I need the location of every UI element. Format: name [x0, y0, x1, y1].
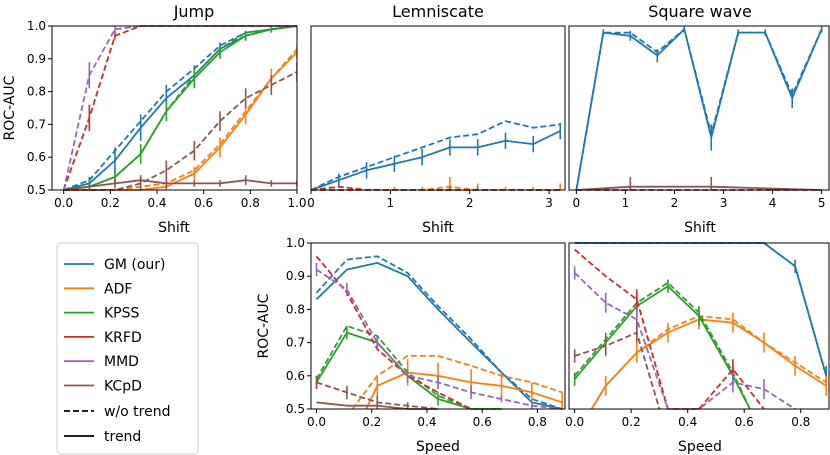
panel-jump: Jump 0.0 0.2 0.4 0.6 0.8 1.0 0.5 0.6 0.7 0.8 0.9 1.… — [2, 2, 307, 236]
square_wave-gm-solid-line — [575, 28, 823, 191]
jump-gm-dashed-line — [63, 25, 297, 191]
square_wave-kcpd-solid-line — [576, 185, 822, 191]
lemniscate-xtick-label: 2 — [466, 196, 474, 210]
legend-label-kcpd: KCpD — [104, 379, 142, 395]
panel-speed-1: 0.0 0.2 0.4 0.6 0.80.50.60.70.80.91.0 Speed … — [256, 236, 566, 455]
jump-mmd-dashed-line — [62, 25, 297, 191]
panel-square-wave-frame — [568, 25, 830, 191]
jump-kpss-solid-line — [63, 25, 297, 191]
square_wave-xtick-label: 2 — [671, 196, 679, 210]
jump-kcpd-solid-line — [63, 179, 297, 191]
panel-lemniscate: Lemniscate 0 1 2 3 Shift — [307, 2, 566, 236]
lemniscate-gm-dashed-line — [311, 120, 561, 191]
panel-jump-frame — [51, 25, 298, 191]
speed_1-gm-dashed-line — [315, 255, 563, 410]
panel-jump-xlabel: Shift — [158, 220, 190, 236]
speed_2-xtick-label: 0.8 — [791, 415, 810, 429]
lemniscate-xtick-label: 3 — [545, 196, 553, 210]
speed_2-xtick-label: 0.2 — [622, 415, 641, 429]
panel-speed-1-frame — [310, 242, 566, 410]
legend-label-adf: ADF — [104, 281, 132, 297]
speed_2-mmd-dashed-line — [574, 272, 796, 410]
square_wave-xtick-label: 0 — [573, 196, 581, 210]
legend-label-mmd: MMD — [104, 354, 139, 370]
jump-ytick-label: 0.6 — [27, 150, 46, 164]
speed_1-mmd-dashed-line — [316, 268, 563, 410]
panel-lemniscate-title: Lemniscate — [392, 2, 484, 21]
jump-ytick-label: 0.9 — [27, 52, 46, 66]
panel-speed-2: 0.0 0.2 0.4 0.6 0.8 Speed — [565, 242, 830, 455]
jump-ytick-label: 0.7 — [27, 117, 46, 131]
square_wave-xtick-label: 4 — [769, 196, 777, 210]
legend: GM (our) ADF KPSS KRFD MMD KCpD w/o trend tre… — [56, 242, 199, 455]
jump-adf-dashed-line — [63, 48, 297, 191]
speed_1-xtick-label: 0.4 — [417, 415, 436, 429]
speed_1-adf-solid-line — [365, 371, 563, 410]
jump-gm-solid-line — [63, 25, 297, 191]
square_wave-xtick-label: 1 — [622, 196, 630, 210]
jump-xtick-label: 0.6 — [194, 196, 213, 210]
speed_2-gm-dashed-line — [574, 242, 828, 377]
panel-jump-ylabel: ROC-AUC — [2, 75, 18, 140]
jump-krfd-dashed-line — [62, 25, 297, 191]
panel-jump-title: Jump — [173, 2, 215, 21]
speed_1-ytick-label: 0.9 — [286, 269, 305, 283]
speed_1-adf-dashed-line — [351, 354, 563, 410]
legend-solid-label: trend — [104, 429, 141, 445]
speed_1-ytick-label: 0.6 — [286, 369, 305, 383]
jump-xtick-label: 0.8 — [241, 196, 260, 210]
legend-label-krfd: KRFD — [104, 330, 142, 346]
lemniscate-gm-solid-line — [311, 130, 561, 191]
jump-ytick-label: 1.0 — [27, 19, 46, 33]
speed_1-ytick-label: 1.0 — [286, 236, 305, 250]
panel-lemniscate-frame — [310, 25, 566, 191]
panel-square-wave-title: Square wave — [648, 2, 752, 21]
legend-box — [56, 242, 199, 455]
square_wave-xtick-label: 3 — [720, 196, 728, 210]
speed_1-ytick-label: 0.8 — [286, 302, 305, 316]
speed_2-xtick-label: 0.4 — [678, 415, 697, 429]
jump-ytick-label: 0.8 — [27, 85, 46, 99]
speed_2-xtick-label: 0.0 — [565, 415, 584, 429]
square_wave-gm-dashed-line — [575, 28, 823, 191]
lemniscate-xtick-label: 0 — [307, 196, 315, 210]
jump-ytick-label: 0.5 — [27, 183, 46, 197]
legend-dashed-label: w/o trend — [104, 404, 171, 420]
jump-kpss-dashed-line — [63, 25, 297, 191]
panel-square-wave: Square wave 0 1 2 3 4 5 Shift — [568, 2, 830, 236]
legend-label-kpss: KPSS — [104, 306, 140, 322]
square_wave-xtick-label: 5 — [818, 196, 826, 210]
speed_1-xtick-label: 0.0 — [307, 415, 326, 429]
speed_1-ytick-label: 0.7 — [286, 336, 305, 350]
jump-xtick-label: 0.4 — [147, 196, 166, 210]
panel-speed-2-xlabel: Speed — [678, 439, 722, 455]
lemniscate-xtick-label: 1 — [387, 196, 395, 210]
panel-speed-1-ylabel: ROC-AUC — [256, 293, 272, 358]
speed_2-kcpd-dashed-line — [574, 331, 661, 410]
speed_2-gm-solid-line — [574, 242, 828, 377]
speed_1-xtick-label: 0.2 — [362, 415, 381, 429]
speed_1-xtick-label: 0.8 — [528, 415, 547, 429]
jump-xtick-label: 0.0 — [54, 196, 73, 210]
legend-label-gm: GM (our) — [104, 257, 166, 273]
panel-speed-1-xlabel: Speed — [416, 439, 460, 455]
speed_1-ytick-label: 0.5 — [286, 402, 305, 416]
panel-square-wave-xlabel: Shift — [684, 220, 716, 236]
speed_2-xtick-label: 0.6 — [735, 415, 754, 429]
panel-speed-2-frame — [568, 242, 830, 410]
jump-xtick-label: 1.0 — [287, 196, 306, 210]
speed_1-xtick-label: 0.6 — [473, 415, 492, 429]
panel-lemniscate-xlabel: Shift — [422, 220, 454, 236]
jump-xtick-label: 0.2 — [101, 196, 120, 210]
speed_1-gm-solid-line — [315, 261, 563, 410]
